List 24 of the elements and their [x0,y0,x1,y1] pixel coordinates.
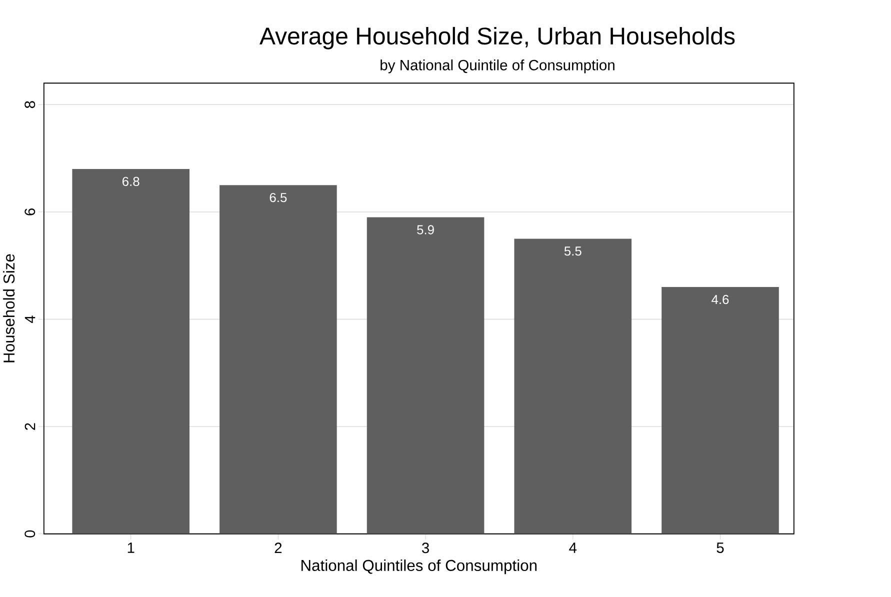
data-label: 6.5 [270,193,287,202]
bar [514,238,632,534]
chart-subtitle: by National Quintile of Consumption [380,60,614,74]
bar [220,185,337,534]
x-tick-label: 5 [716,542,724,554]
bar [72,169,190,534]
bar [662,287,779,534]
x-tick-label: 4 [569,542,577,553]
data-label: 5.9 [417,225,434,234]
data-label: 4.6 [712,295,729,304]
y-axis-title: Household Size [3,254,15,362]
x-axis-title: National Quintiles of Consumption [302,560,537,574]
data-label: 6.8 [122,177,140,186]
x-tick-label: 1 [128,542,134,553]
x-tick-label: 3 [422,542,429,554]
y-tick-label: 0 [24,530,36,538]
bar [366,217,484,534]
y-tick-label: 2 [24,423,36,430]
data-label: 5.5 [564,246,582,256]
y-tick-label: 8 [24,101,36,108]
chart-title: Average Household Size, Urban Households [260,27,735,50]
y-tick-label: 4 [24,316,36,324]
x-tick-label: 2 [274,542,282,554]
y-tick-label: 6 [24,208,36,216]
